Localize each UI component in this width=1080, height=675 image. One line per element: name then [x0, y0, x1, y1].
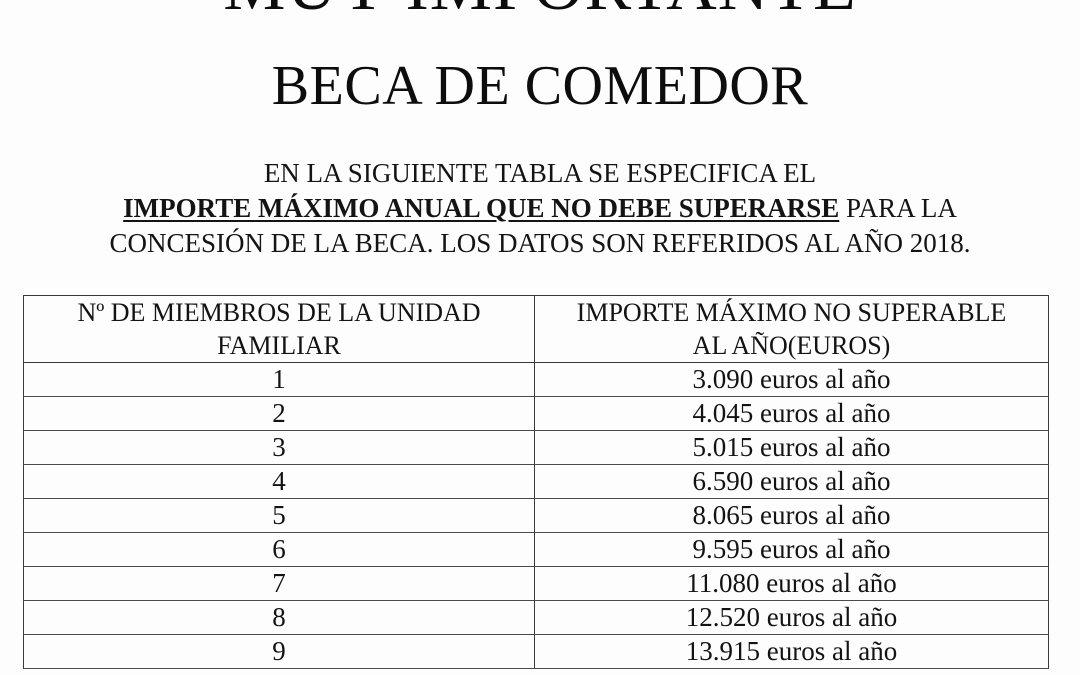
cell-miembros: 3 — [23, 430, 535, 465]
cell-importe: 13.915 euros al año — [534, 634, 1049, 669]
document-title-sub: BECA DE COMEDOR — [271, 55, 809, 117]
cell-importe: 4.045 euros al año — [534, 396, 1049, 431]
cell-miembros: 1 — [23, 362, 535, 397]
table-header-importe-line-2: AL AÑO(EUROS) — [692, 331, 891, 360]
cell-miembros: 7 — [23, 566, 535, 601]
document-title-main: MUY IMPORTANTE — [0, 0, 1080, 22]
cell-importe: 3.090 euros al año — [534, 362, 1049, 397]
cell-miembros: 8 — [23, 600, 535, 635]
table-body: 1 3.090 euros al año 2 4.045 euros al año 3 5… — [23, 362, 1049, 669]
cell-miembros: 5 — [23, 498, 535, 533]
cell-importe: 12.520 euros al año — [534, 600, 1049, 635]
table-row: 7 11.080 euros al año — [23, 566, 1049, 601]
cell-miembros: 6 — [23, 532, 535, 567]
cell-miembros: 2 — [23, 396, 535, 431]
cell-importe: 5.015 euros al año — [534, 430, 1049, 465]
cell-miembros: 4 — [23, 464, 535, 499]
cell-importe: 11.080 euros al año — [534, 566, 1049, 601]
table-header-miembros-line-2: FAMILIAR — [217, 331, 341, 360]
table-header-miembros: Nº DE MIEMBROS DE LA UNIDAD FAMILIAR — [23, 295, 535, 363]
cell-importe: 6.590 euros al año — [534, 464, 1049, 499]
intro-paragraph: EN LA SIGUIENTE TABLA SE ESPECIFICA EL I… — [0, 156, 1080, 261]
intro-line-1: EN LA SIGUIENTE TABLA SE ESPECIFICA EL — [263, 158, 817, 188]
table-header-miembros-line-1: Nº DE MIEMBROS DE LA UNIDAD — [77, 298, 481, 327]
table-row: 3 5.015 euros al año — [23, 430, 1049, 465]
table-row: 6 9.595 euros al año — [23, 532, 1049, 567]
table-row: 1 3.090 euros al año — [23, 362, 1049, 397]
cell-miembros: 9 — [23, 634, 535, 669]
intro-line-2: IMPORTE MÁXIMO ANUAL QUE NO DEBE SUPERAR… — [0, 191, 1080, 226]
table-row: 8 12.520 euros al año — [23, 600, 1049, 635]
table-row: 5 8.065 euros al año — [23, 498, 1049, 533]
table-header-importe: IMPORTE MÁXIMO NO SUPERABLE AL AÑO(EUROS… — [534, 295, 1049, 363]
table-row: 2 4.045 euros al año — [23, 396, 1049, 431]
table-row: 9 13.915 euros al año — [23, 634, 1049, 669]
cell-importe: 8.065 euros al año — [534, 498, 1049, 533]
table-head: Nº DE MIEMBROS DE LA UNIDAD FAMILIAR IMP… — [23, 295, 1049, 363]
intro-line-2-tail: PARA LA — [839, 193, 957, 223]
table-header-row: Nº DE MIEMBROS DE LA UNIDAD FAMILIAR IMP… — [23, 295, 1049, 363]
beca-table: Nº DE MIEMBROS DE LA UNIDAD FAMILIAR IMP… — [23, 295, 1049, 669]
intro-emphasis: IMPORTE MÁXIMO ANUAL QUE NO DEBE SUPERAR… — [123, 193, 840, 223]
intro-line-3: CONCESIÓN DE LA BECA. LOS DATOS SON REFE… — [109, 228, 971, 258]
beca-table-container: Nº DE MIEMBROS DE LA UNIDAD FAMILIAR IMP… — [23, 295, 1049, 669]
cell-importe: 9.595 euros al año — [534, 532, 1049, 567]
table-header-importe-line-1: IMPORTE MÁXIMO NO SUPERABLE — [576, 298, 1007, 327]
table-row: 4 6.590 euros al año — [23, 464, 1049, 499]
